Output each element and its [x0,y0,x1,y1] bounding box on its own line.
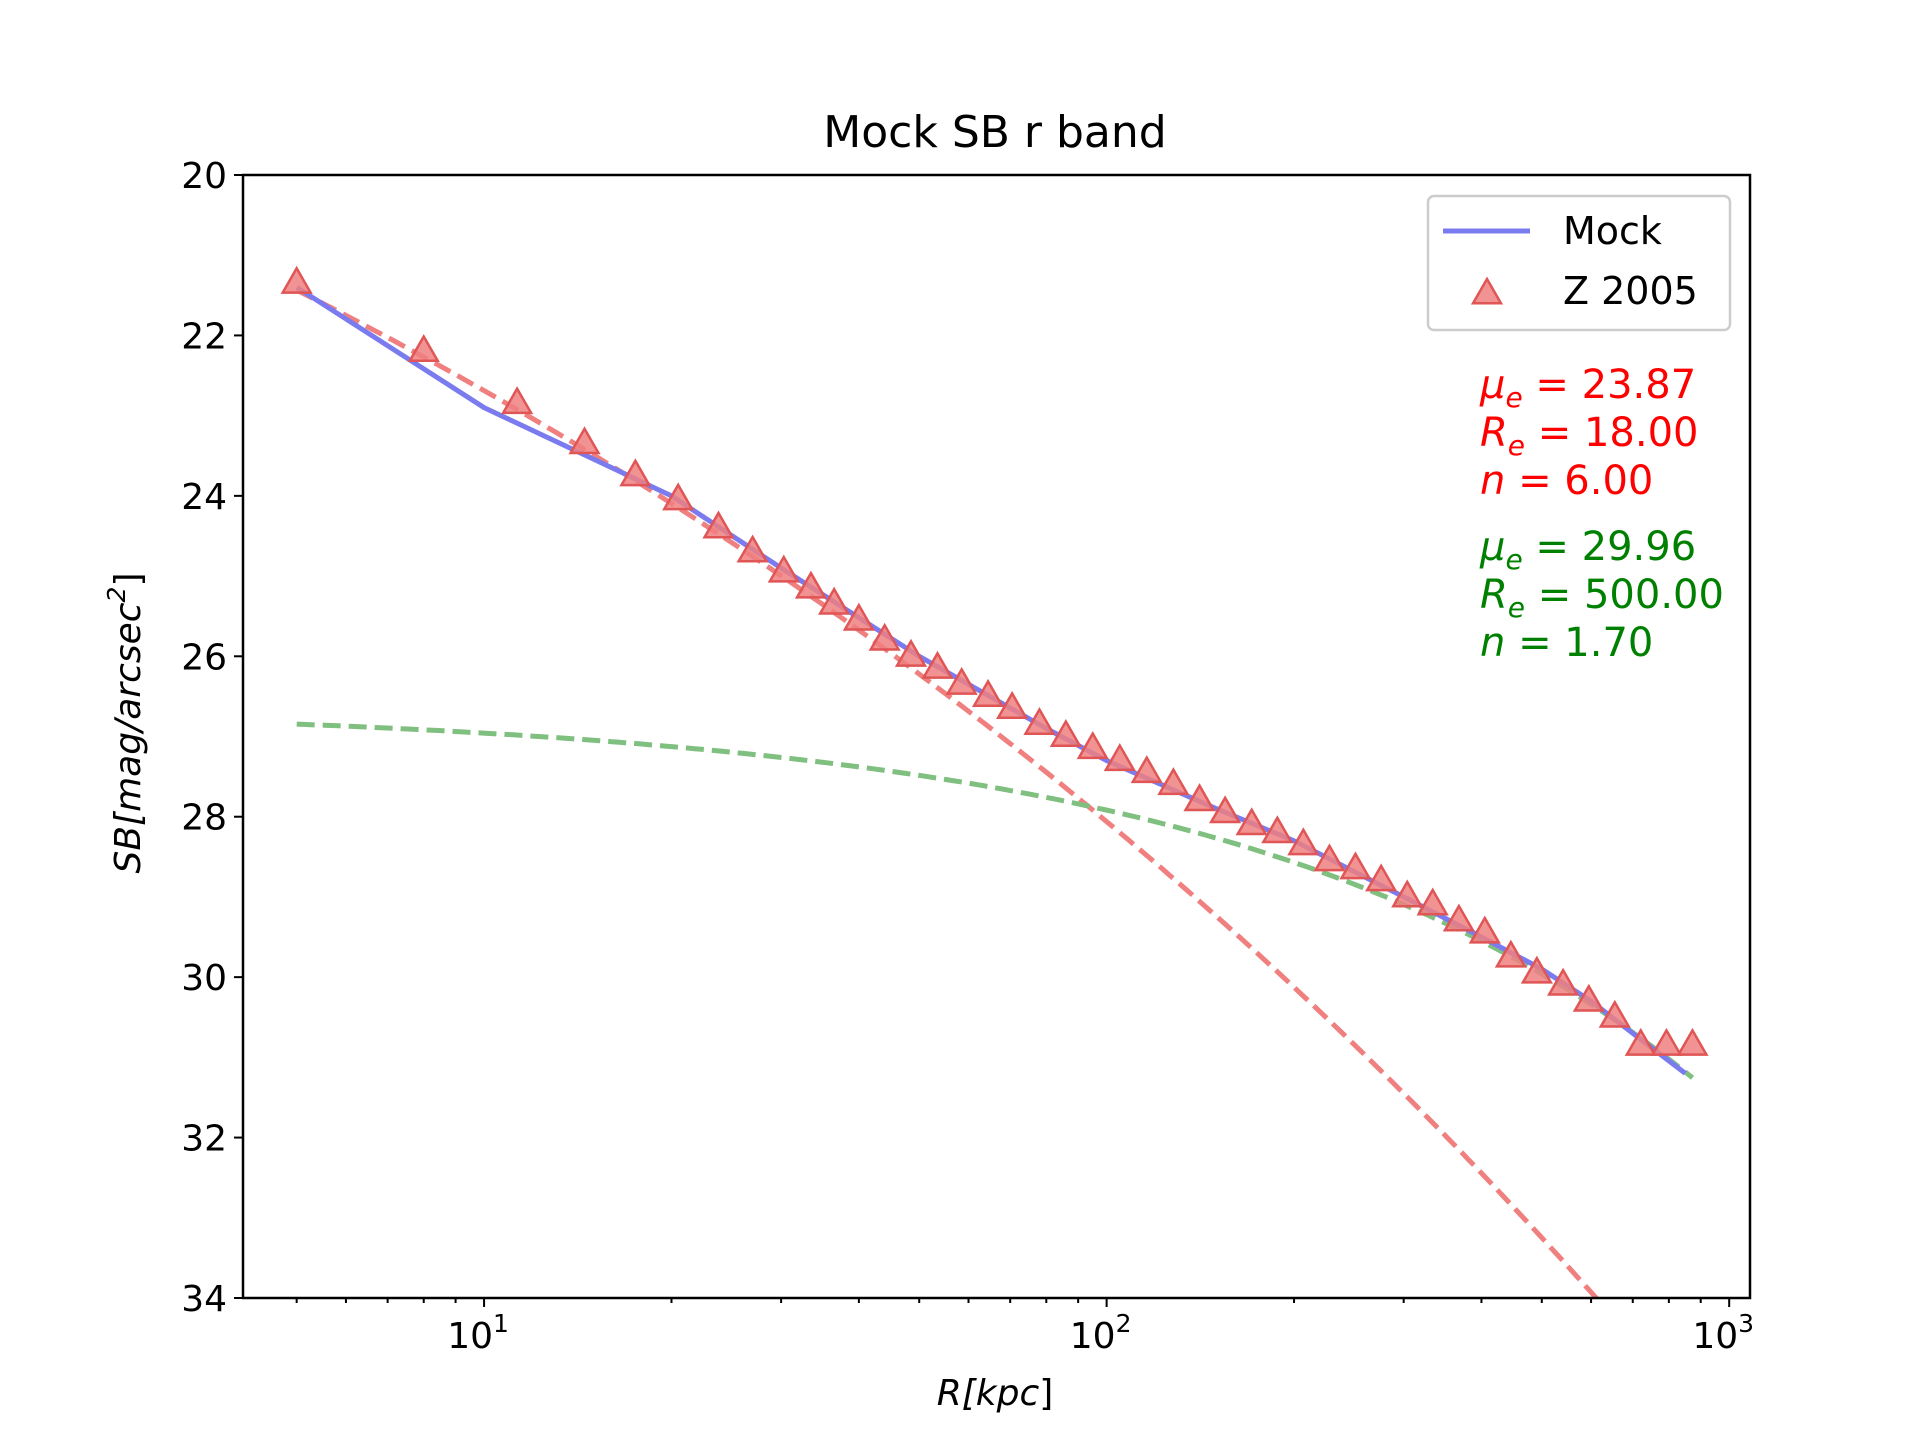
legend-label: Mock [1563,209,1662,253]
data-point-triangle [1157,767,1190,796]
annotation-line: n = 1.70 [1480,620,1653,666]
y-axis-label: SB[mag/arcsec2] [102,572,149,873]
data-point-triangle [1442,903,1476,932]
plot-background [243,175,1750,1298]
data-point-triangle [1650,1027,1683,1056]
axes-frame [241,173,1752,1300]
legend-label: Z 2005 [1563,269,1698,313]
data-point-triangle [945,666,978,695]
y-tick-label: 34 [181,1279,227,1320]
legend-triangle-swatch [1470,276,1504,305]
data-point-triangle [1103,743,1136,772]
ticks-layer: 20 22 24 26 28 30 32 34 101 102 103 [181,156,1754,1357]
data-point-triangle [1676,1027,1709,1056]
data-point-triangle [568,426,601,455]
data-point-triangle [1287,827,1320,856]
data-point-triangle [1598,999,1631,1028]
data-point-triangle [818,586,851,615]
annotation-line: μe = 29.96 [1479,524,1696,576]
markers-layer [280,265,1709,1056]
data-point-triangle [501,386,534,415]
data-point-triangle [842,602,875,631]
data-point-triangle [407,333,440,363]
y-tick-label: 22 [181,316,227,357]
data-point-triangle [1546,967,1580,996]
legend: Mock Z 2005 [1426,194,1732,332]
data-point-triangle [662,482,695,511]
data-point-triangle [1049,718,1082,748]
data-point-triangle [1572,983,1605,1012]
data-point-triangle [1130,755,1163,784]
data-point-triangle [702,510,735,539]
y-tick-label: 28 [181,798,227,839]
data-point-triangle [767,554,800,583]
data-point-triangle [794,570,828,599]
component-curve-1 [295,287,1600,1298]
data-point-triangle [971,678,1005,707]
y-tick-label: 24 [181,477,227,518]
data-point-triangle [1023,706,1056,736]
data-point-triangle [619,458,652,487]
data-point-triangle [1261,815,1294,844]
data-point-triangle [868,622,901,651]
data-point-triangle [1076,731,1109,760]
data-point-triangle [1391,879,1424,908]
x-axis-label: R[kpc] [937,1373,1054,1414]
annotation-line: Re = 500.00 [1480,572,1724,624]
annotation-line: n = 6.00 [1480,458,1653,504]
data-point-triangle [1494,939,1527,968]
data-point-triangle [921,650,954,679]
data-point-triangle [1365,863,1398,892]
data-point-triangle [1468,915,1501,944]
data-point-triangle [1520,955,1553,984]
x-tick-label: 102 [1070,1309,1132,1357]
data-point-triangle [280,265,313,294]
data-point-triangle [1183,783,1216,812]
y-tick-label: 30 [181,958,227,999]
y-tick-label: 32 [181,1119,227,1160]
x-tick-label: 101 [447,1309,509,1357]
plot-area [243,175,1750,1298]
chart-title: Mock SB r band [823,107,1166,158]
data-point-triangle [1235,807,1268,836]
x-tick-label: 103 [1692,1309,1754,1357]
data-point-triangle [1339,851,1372,880]
y-tick-label: 26 [181,637,227,678]
annotation-line: μe = 23.87 [1479,362,1696,414]
axes-border [241,173,1752,1300]
annotation-line: Re = 18.00 [1480,410,1699,462]
data-point-triangle [1624,1027,1657,1056]
data-point-triangle [996,690,1029,719]
data-point-triangle [736,534,769,563]
data-point-triangle [1209,795,1242,824]
data-point-triangle [1416,887,1449,916]
data-point-triangle [1313,843,1346,872]
y-tick-label: 20 [181,156,227,197]
data-point-triangle [894,638,928,667]
